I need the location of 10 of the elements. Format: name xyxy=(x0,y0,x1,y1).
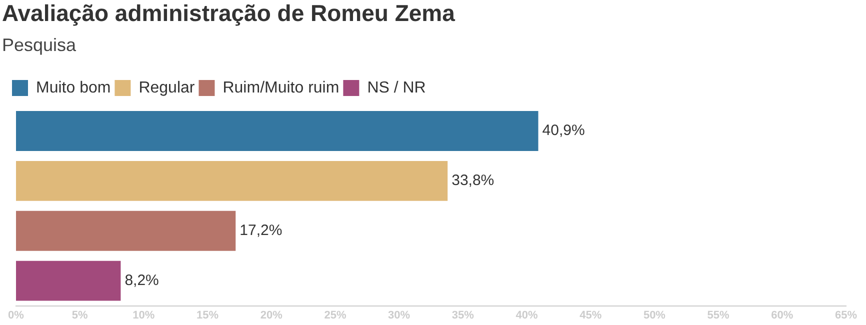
chart-title: Avaliação administração de Romeu Zema xyxy=(2,0,455,27)
legend-label: Muito bom xyxy=(36,79,111,96)
data-label: 17,2% xyxy=(240,222,282,240)
data-label: 40,9% xyxy=(542,122,585,140)
legend-label: Ruim/Muito ruim xyxy=(222,79,340,96)
data-label: 8,2% xyxy=(124,272,159,289)
chart-subtitle: Pesquisa xyxy=(2,35,76,56)
data-label: 33,8% xyxy=(452,172,494,190)
legend-label: NS / NR xyxy=(367,79,426,96)
legend-label: Regular xyxy=(138,79,196,96)
